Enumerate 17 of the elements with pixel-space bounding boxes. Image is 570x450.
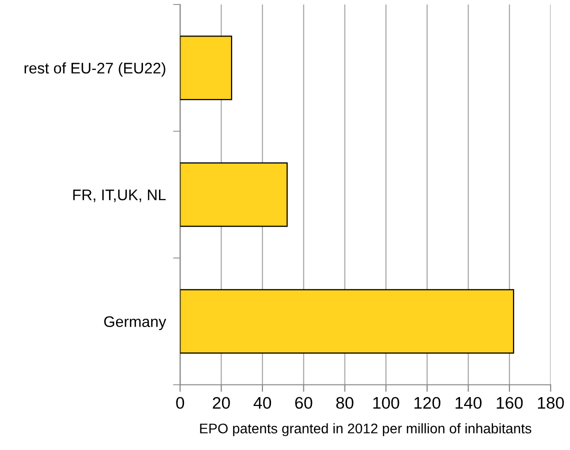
bar xyxy=(180,36,232,100)
x-tick-label: 180 xyxy=(538,396,564,409)
x-axis-title: EPO patents granted in 2012 per million of inhabitants xyxy=(200,423,532,436)
x-tick-label: 20 xyxy=(212,396,230,409)
bar xyxy=(180,289,514,354)
x-tick-label: 120 xyxy=(414,396,440,409)
x-tick-label: 140 xyxy=(456,396,482,409)
bar xyxy=(180,162,288,227)
y-tick-label: Germany xyxy=(104,316,166,330)
y-tick-label: rest of EU-27 (EU22) xyxy=(24,62,166,77)
x-tick-label: 60 xyxy=(295,396,312,409)
x-tick-label: 80 xyxy=(336,396,354,409)
x-tick-label: 160 xyxy=(496,396,523,409)
x-tick-label: 0 xyxy=(176,396,184,409)
x-tick-label: 100 xyxy=(373,396,400,409)
y-tick-label: FR, IT,UK, NL xyxy=(73,190,166,202)
x-tick-label: 40 xyxy=(254,396,272,409)
